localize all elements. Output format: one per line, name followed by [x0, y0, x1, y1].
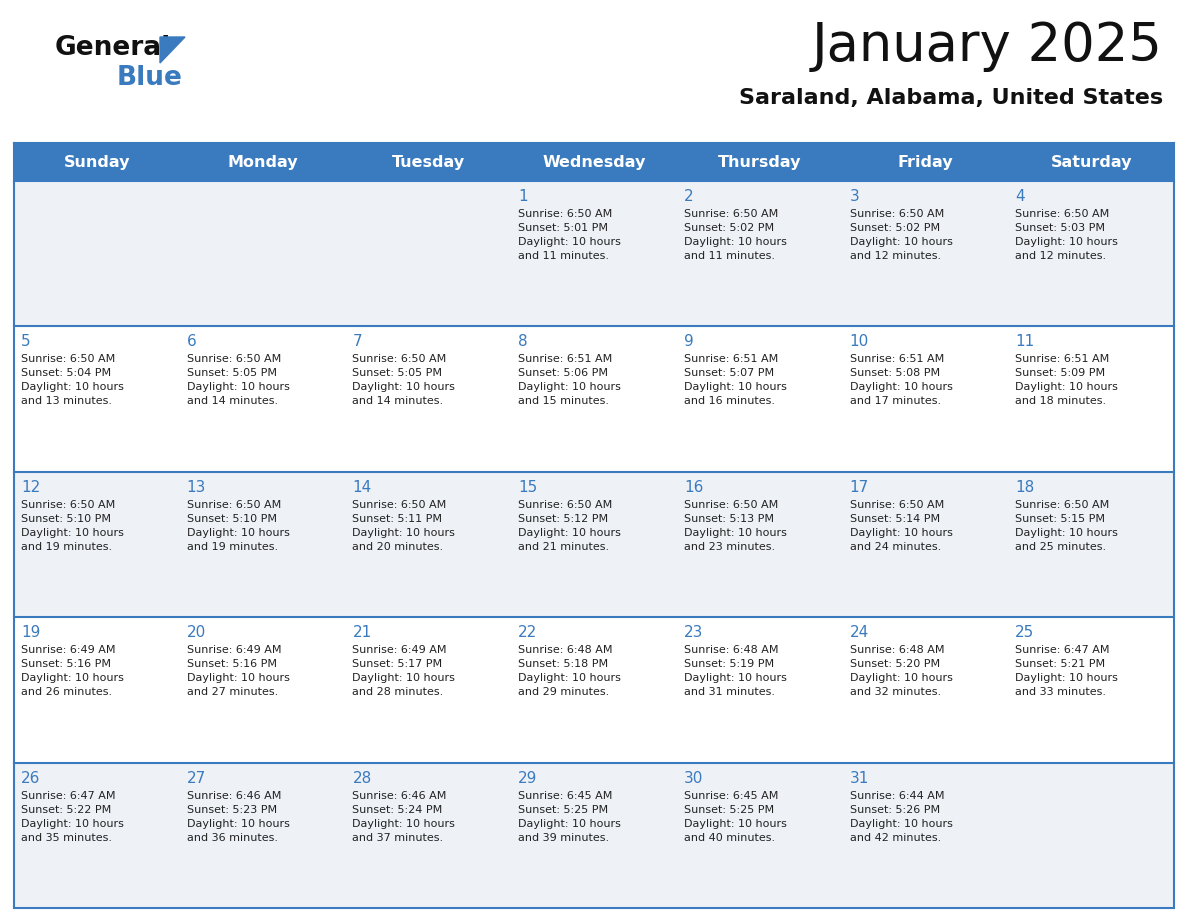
Bar [14, 143, 1174, 181]
Text: 11: 11 [1016, 334, 1035, 350]
Text: Saturday: Saturday [1050, 154, 1132, 170]
Text: Sunrise: 6:48 AM
Sunset: 5:18 PM
Daylight: 10 hours
and 29 minutes.: Sunrise: 6:48 AM Sunset: 5:18 PM Dayligh… [518, 645, 621, 697]
Text: Friday: Friday [898, 154, 953, 170]
Text: Sunday: Sunday [64, 154, 131, 170]
Text: Sunrise: 6:51 AM
Sunset: 5:06 PM
Daylight: 10 hours
and 15 minutes.: Sunrise: 6:51 AM Sunset: 5:06 PM Dayligh… [518, 354, 621, 407]
Text: 2: 2 [684, 189, 694, 204]
Text: 4: 4 [1016, 189, 1025, 204]
Bar [14, 763, 1174, 908]
Text: Sunrise: 6:45 AM
Sunset: 5:25 PM
Daylight: 10 hours
and 39 minutes.: Sunrise: 6:45 AM Sunset: 5:25 PM Dayligh… [518, 790, 621, 843]
Text: Sunrise: 6:50 AM
Sunset: 5:05 PM
Daylight: 10 hours
and 14 minutes.: Sunrise: 6:50 AM Sunset: 5:05 PM Dayligh… [187, 354, 290, 407]
Text: Sunrise: 6:50 AM
Sunset: 5:10 PM
Daylight: 10 hours
and 19 minutes.: Sunrise: 6:50 AM Sunset: 5:10 PM Dayligh… [21, 499, 124, 552]
Text: 29: 29 [518, 770, 537, 786]
Text: Sunrise: 6:51 AM
Sunset: 5:07 PM
Daylight: 10 hours
and 16 minutes.: Sunrise: 6:51 AM Sunset: 5:07 PM Dayligh… [684, 354, 786, 407]
Text: 1: 1 [518, 189, 527, 204]
Text: 19: 19 [21, 625, 40, 640]
Text: Sunrise: 6:47 AM
Sunset: 5:22 PM
Daylight: 10 hours
and 35 minutes.: Sunrise: 6:47 AM Sunset: 5:22 PM Dayligh… [21, 790, 124, 843]
Text: Sunrise: 6:46 AM
Sunset: 5:24 PM
Daylight: 10 hours
and 37 minutes.: Sunrise: 6:46 AM Sunset: 5:24 PM Dayligh… [353, 790, 455, 843]
Text: 12: 12 [21, 480, 40, 495]
Text: 25: 25 [1016, 625, 1035, 640]
Text: 10: 10 [849, 334, 868, 350]
Text: 13: 13 [187, 480, 206, 495]
Text: General: General [55, 35, 171, 61]
Text: 15: 15 [518, 480, 537, 495]
Text: Blue: Blue [116, 65, 183, 91]
Text: Sunrise: 6:46 AM
Sunset: 5:23 PM
Daylight: 10 hours
and 36 minutes.: Sunrise: 6:46 AM Sunset: 5:23 PM Dayligh… [187, 790, 290, 843]
Text: Sunrise: 6:50 AM
Sunset: 5:05 PM
Daylight: 10 hours
and 14 minutes.: Sunrise: 6:50 AM Sunset: 5:05 PM Dayligh… [353, 354, 455, 407]
Text: Sunrise: 6:50 AM
Sunset: 5:04 PM
Daylight: 10 hours
and 13 minutes.: Sunrise: 6:50 AM Sunset: 5:04 PM Dayligh… [21, 354, 124, 407]
Text: 31: 31 [849, 770, 868, 786]
Text: 24: 24 [849, 625, 868, 640]
Text: 22: 22 [518, 625, 537, 640]
Text: Thursday: Thursday [718, 154, 802, 170]
Bar [14, 617, 1174, 763]
Text: Sunrise: 6:50 AM
Sunset: 5:01 PM
Daylight: 10 hours
and 11 minutes.: Sunrise: 6:50 AM Sunset: 5:01 PM Dayligh… [518, 209, 621, 261]
Text: Sunrise: 6:51 AM
Sunset: 5:09 PM
Daylight: 10 hours
and 18 minutes.: Sunrise: 6:51 AM Sunset: 5:09 PM Dayligh… [1016, 354, 1118, 407]
Text: Tuesday: Tuesday [392, 154, 465, 170]
Text: 3: 3 [849, 189, 859, 204]
Text: Sunrise: 6:50 AM
Sunset: 5:11 PM
Daylight: 10 hours
and 20 minutes.: Sunrise: 6:50 AM Sunset: 5:11 PM Dayligh… [353, 499, 455, 552]
Text: Sunrise: 6:45 AM
Sunset: 5:25 PM
Daylight: 10 hours
and 40 minutes.: Sunrise: 6:45 AM Sunset: 5:25 PM Dayligh… [684, 790, 786, 843]
Text: 26: 26 [21, 770, 40, 786]
Text: Sunrise: 6:49 AM
Sunset: 5:16 PM
Daylight: 10 hours
and 27 minutes.: Sunrise: 6:49 AM Sunset: 5:16 PM Dayligh… [187, 645, 290, 697]
Text: 7: 7 [353, 334, 362, 350]
Text: 21: 21 [353, 625, 372, 640]
Text: Sunrise: 6:51 AM
Sunset: 5:08 PM
Daylight: 10 hours
and 17 minutes.: Sunrise: 6:51 AM Sunset: 5:08 PM Dayligh… [849, 354, 953, 407]
Text: Sunrise: 6:44 AM
Sunset: 5:26 PM
Daylight: 10 hours
and 42 minutes.: Sunrise: 6:44 AM Sunset: 5:26 PM Dayligh… [849, 790, 953, 843]
Text: 20: 20 [187, 625, 206, 640]
Text: 14: 14 [353, 480, 372, 495]
Text: 30: 30 [684, 770, 703, 786]
Text: Sunrise: 6:50 AM
Sunset: 5:10 PM
Daylight: 10 hours
and 19 minutes.: Sunrise: 6:50 AM Sunset: 5:10 PM Dayligh… [187, 499, 290, 552]
Text: Sunrise: 6:50 AM
Sunset: 5:13 PM
Daylight: 10 hours
and 23 minutes.: Sunrise: 6:50 AM Sunset: 5:13 PM Dayligh… [684, 499, 786, 552]
Text: 9: 9 [684, 334, 694, 350]
Text: 8: 8 [518, 334, 527, 350]
Text: 16: 16 [684, 480, 703, 495]
Bar [14, 181, 1174, 327]
Text: Wednesday: Wednesday [542, 154, 646, 170]
Text: Sunrise: 6:48 AM
Sunset: 5:19 PM
Daylight: 10 hours
and 31 minutes.: Sunrise: 6:48 AM Sunset: 5:19 PM Dayligh… [684, 645, 786, 697]
Text: Sunrise: 6:48 AM
Sunset: 5:20 PM
Daylight: 10 hours
and 32 minutes.: Sunrise: 6:48 AM Sunset: 5:20 PM Dayligh… [849, 645, 953, 697]
Text: Monday: Monday [227, 154, 298, 170]
Text: Sunrise: 6:50 AM
Sunset: 5:12 PM
Daylight: 10 hours
and 21 minutes.: Sunrise: 6:50 AM Sunset: 5:12 PM Dayligh… [518, 499, 621, 552]
Text: Saraland, Alabama, United States: Saraland, Alabama, United States [739, 88, 1163, 108]
Text: 28: 28 [353, 770, 372, 786]
Bar [14, 327, 1174, 472]
Text: Sunrise: 6:50 AM
Sunset: 5:03 PM
Daylight: 10 hours
and 12 minutes.: Sunrise: 6:50 AM Sunset: 5:03 PM Dayligh… [1016, 209, 1118, 261]
Text: 6: 6 [187, 334, 196, 350]
Text: 18: 18 [1016, 480, 1035, 495]
Text: Sunrise: 6:50 AM
Sunset: 5:02 PM
Daylight: 10 hours
and 11 minutes.: Sunrise: 6:50 AM Sunset: 5:02 PM Dayligh… [684, 209, 786, 261]
Text: Sunrise: 6:47 AM
Sunset: 5:21 PM
Daylight: 10 hours
and 33 minutes.: Sunrise: 6:47 AM Sunset: 5:21 PM Dayligh… [1016, 645, 1118, 697]
Polygon shape [160, 37, 185, 63]
Text: Sunrise: 6:50 AM
Sunset: 5:02 PM
Daylight: 10 hours
and 12 minutes.: Sunrise: 6:50 AM Sunset: 5:02 PM Dayligh… [849, 209, 953, 261]
Text: Sunrise: 6:50 AM
Sunset: 5:14 PM
Daylight: 10 hours
and 24 minutes.: Sunrise: 6:50 AM Sunset: 5:14 PM Dayligh… [849, 499, 953, 552]
Bar [14, 472, 1174, 617]
Text: 23: 23 [684, 625, 703, 640]
Text: 5: 5 [21, 334, 31, 350]
Text: Sunrise: 6:49 AM
Sunset: 5:16 PM
Daylight: 10 hours
and 26 minutes.: Sunrise: 6:49 AM Sunset: 5:16 PM Dayligh… [21, 645, 124, 697]
Text: 17: 17 [849, 480, 868, 495]
Text: Sunrise: 6:49 AM
Sunset: 5:17 PM
Daylight: 10 hours
and 28 minutes.: Sunrise: 6:49 AM Sunset: 5:17 PM Dayligh… [353, 645, 455, 697]
Text: 27: 27 [187, 770, 206, 786]
Text: January 2025: January 2025 [813, 20, 1163, 72]
Text: Sunrise: 6:50 AM
Sunset: 5:15 PM
Daylight: 10 hours
and 25 minutes.: Sunrise: 6:50 AM Sunset: 5:15 PM Dayligh… [1016, 499, 1118, 552]
